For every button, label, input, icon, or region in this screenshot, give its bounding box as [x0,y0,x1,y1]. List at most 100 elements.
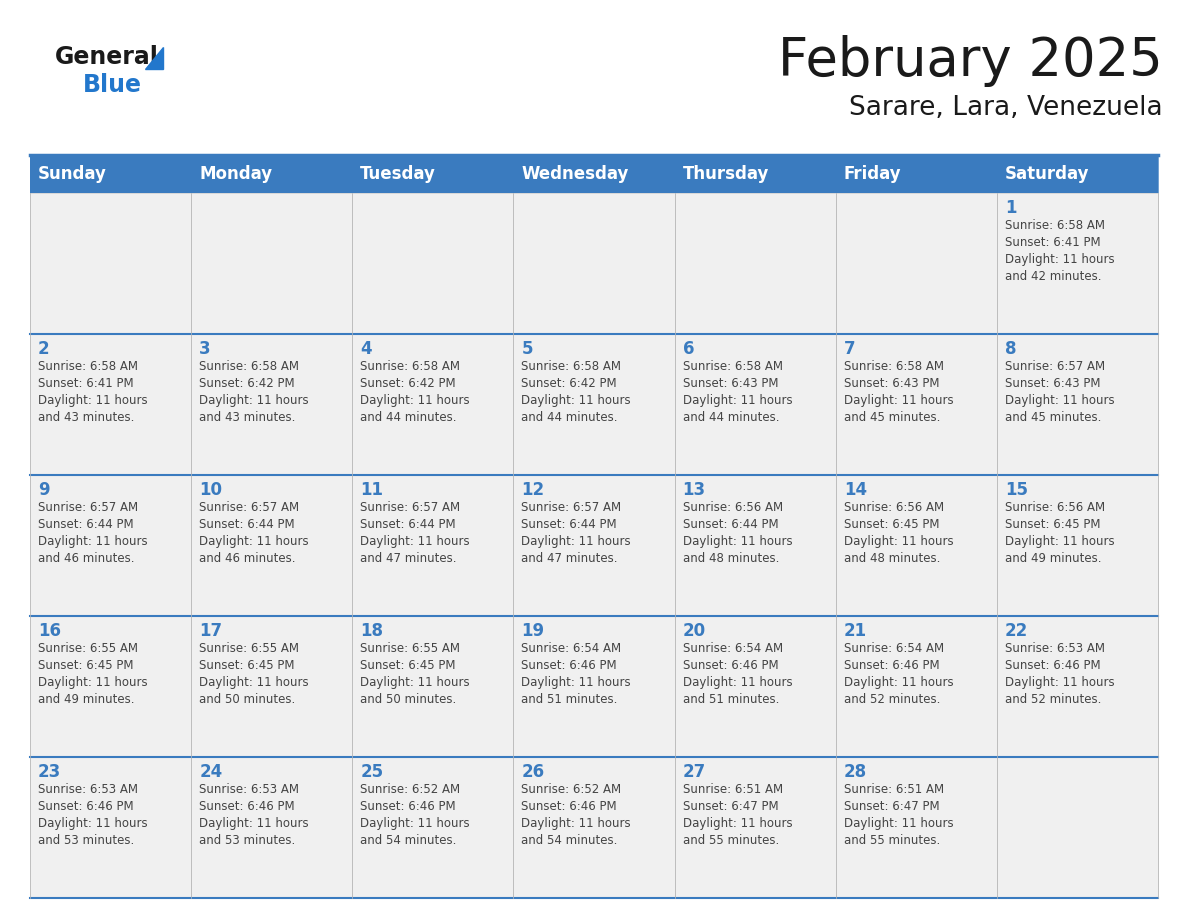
Text: Daylight: 11 hours: Daylight: 11 hours [1005,676,1114,689]
Text: 6: 6 [683,340,694,358]
Text: 25: 25 [360,763,384,781]
Text: 24: 24 [200,763,222,781]
Text: 21: 21 [843,622,867,640]
Text: Sunrise: 6:51 AM: Sunrise: 6:51 AM [843,783,943,796]
Text: Sunrise: 6:53 AM: Sunrise: 6:53 AM [1005,642,1105,655]
Text: 28: 28 [843,763,867,781]
Text: and 45 minutes.: and 45 minutes. [1005,411,1101,424]
Bar [353,616,513,757]
Text: Sunday: Sunday [38,165,107,183]
Text: General: General [55,45,159,69]
Bar [835,193,997,334]
Text: Sunrise: 6:56 AM: Sunrise: 6:56 AM [843,501,943,514]
Text: 1: 1 [1005,199,1017,217]
Text: 23: 23 [38,763,62,781]
Text: Daylight: 11 hours: Daylight: 11 hours [200,676,309,689]
Text: Sunset: 6:43 PM: Sunset: 6:43 PM [1005,377,1100,390]
Text: 17: 17 [200,622,222,640]
Text: 7: 7 [843,340,855,358]
Text: and 50 minutes.: and 50 minutes. [360,693,456,706]
Text: and 44 minutes.: and 44 minutes. [683,411,779,424]
Text: 8: 8 [1005,340,1017,358]
Text: 9: 9 [38,481,50,499]
Text: Sunset: 6:47 PM: Sunset: 6:47 PM [843,800,940,813]
Text: Daylight: 11 hours: Daylight: 11 hours [522,394,631,407]
Text: Sunrise: 6:57 AM: Sunrise: 6:57 AM [38,501,138,514]
Text: 13: 13 [683,481,706,499]
Text: Sunrise: 6:56 AM: Sunrise: 6:56 AM [683,501,783,514]
Text: Daylight: 11 hours: Daylight: 11 hours [843,535,953,548]
Text: Sunset: 6:46 PM: Sunset: 6:46 PM [843,659,940,672]
Text: and 49 minutes.: and 49 minutes. [38,693,134,706]
Bar [997,193,1158,334]
Text: Sunrise: 6:58 AM: Sunrise: 6:58 AM [1005,219,1105,232]
Text: and 43 minutes.: and 43 minutes. [200,411,296,424]
Bar [513,193,675,334]
Text: 11: 11 [360,481,384,499]
Text: and 51 minutes.: and 51 minutes. [522,693,618,706]
Text: Sunset: 6:46 PM: Sunset: 6:46 PM [38,800,133,813]
Text: Saturday: Saturday [1005,165,1089,183]
Text: Daylight: 11 hours: Daylight: 11 hours [360,535,470,548]
Text: Daylight: 11 hours: Daylight: 11 hours [522,535,631,548]
Text: Sunset: 6:46 PM: Sunset: 6:46 PM [200,800,295,813]
Text: Daylight: 11 hours: Daylight: 11 hours [1005,394,1114,407]
Text: and 52 minutes.: and 52 minutes. [843,693,940,706]
Text: and 53 minutes.: and 53 minutes. [200,834,296,847]
Text: Sunset: 6:43 PM: Sunset: 6:43 PM [843,377,940,390]
Text: Sunset: 6:41 PM: Sunset: 6:41 PM [38,377,133,390]
Text: Daylight: 11 hours: Daylight: 11 hours [683,535,792,548]
Text: Sunset: 6:47 PM: Sunset: 6:47 PM [683,800,778,813]
Text: Sunset: 6:44 PM: Sunset: 6:44 PM [522,518,617,531]
Text: Wednesday: Wednesday [522,165,628,183]
Bar [513,757,675,898]
Text: Sunrise: 6:53 AM: Sunrise: 6:53 AM [38,783,138,796]
Text: Sunset: 6:45 PM: Sunset: 6:45 PM [1005,518,1100,531]
Text: February 2025: February 2025 [778,35,1163,87]
Text: Daylight: 11 hours: Daylight: 11 hours [360,394,470,407]
Bar [675,616,835,757]
Text: Sunrise: 6:58 AM: Sunrise: 6:58 AM [683,360,783,373]
Text: Daylight: 11 hours: Daylight: 11 hours [1005,535,1114,548]
Text: 26: 26 [522,763,544,781]
Text: 27: 27 [683,763,706,781]
Text: Friday: Friday [843,165,902,183]
Text: Daylight: 11 hours: Daylight: 11 hours [200,394,309,407]
Bar [675,475,835,616]
Text: Sunset: 6:44 PM: Sunset: 6:44 PM [683,518,778,531]
Text: Sunset: 6:46 PM: Sunset: 6:46 PM [683,659,778,672]
Text: Sunrise: 6:57 AM: Sunrise: 6:57 AM [200,501,299,514]
Text: and 47 minutes.: and 47 minutes. [522,552,618,565]
Text: and 51 minutes.: and 51 minutes. [683,693,779,706]
Text: and 48 minutes.: and 48 minutes. [683,552,779,565]
Text: 3: 3 [200,340,210,358]
Text: and 55 minutes.: and 55 minutes. [683,834,779,847]
Text: Daylight: 11 hours: Daylight: 11 hours [38,676,147,689]
Text: Sunset: 6:41 PM: Sunset: 6:41 PM [1005,236,1100,249]
Bar [353,193,513,334]
Text: and 55 minutes.: and 55 minutes. [843,834,940,847]
Bar [835,475,997,616]
Text: and 52 minutes.: and 52 minutes. [1005,693,1101,706]
Text: Sunset: 6:46 PM: Sunset: 6:46 PM [360,800,456,813]
Text: and 50 minutes.: and 50 minutes. [200,693,296,706]
Text: 10: 10 [200,481,222,499]
Text: 4: 4 [360,340,372,358]
Text: Monday: Monday [200,165,272,183]
Bar [997,475,1158,616]
Text: Daylight: 11 hours: Daylight: 11 hours [522,817,631,830]
Text: Daylight: 11 hours: Daylight: 11 hours [683,817,792,830]
Text: 20: 20 [683,622,706,640]
Text: Sunrise: 6:58 AM: Sunrise: 6:58 AM [200,360,299,373]
Text: and 49 minutes.: and 49 minutes. [1005,552,1101,565]
Text: Sunset: 6:43 PM: Sunset: 6:43 PM [683,377,778,390]
Text: Daylight: 11 hours: Daylight: 11 hours [843,817,953,830]
Text: Sunset: 6:44 PM: Sunset: 6:44 PM [360,518,456,531]
Bar [30,475,191,616]
Bar [353,757,513,898]
Text: Sunrise: 6:52 AM: Sunrise: 6:52 AM [360,783,461,796]
Text: Sunrise: 6:58 AM: Sunrise: 6:58 AM [522,360,621,373]
Text: and 44 minutes.: and 44 minutes. [360,411,456,424]
Text: 12: 12 [522,481,544,499]
Text: Sunset: 6:45 PM: Sunset: 6:45 PM [360,659,456,672]
